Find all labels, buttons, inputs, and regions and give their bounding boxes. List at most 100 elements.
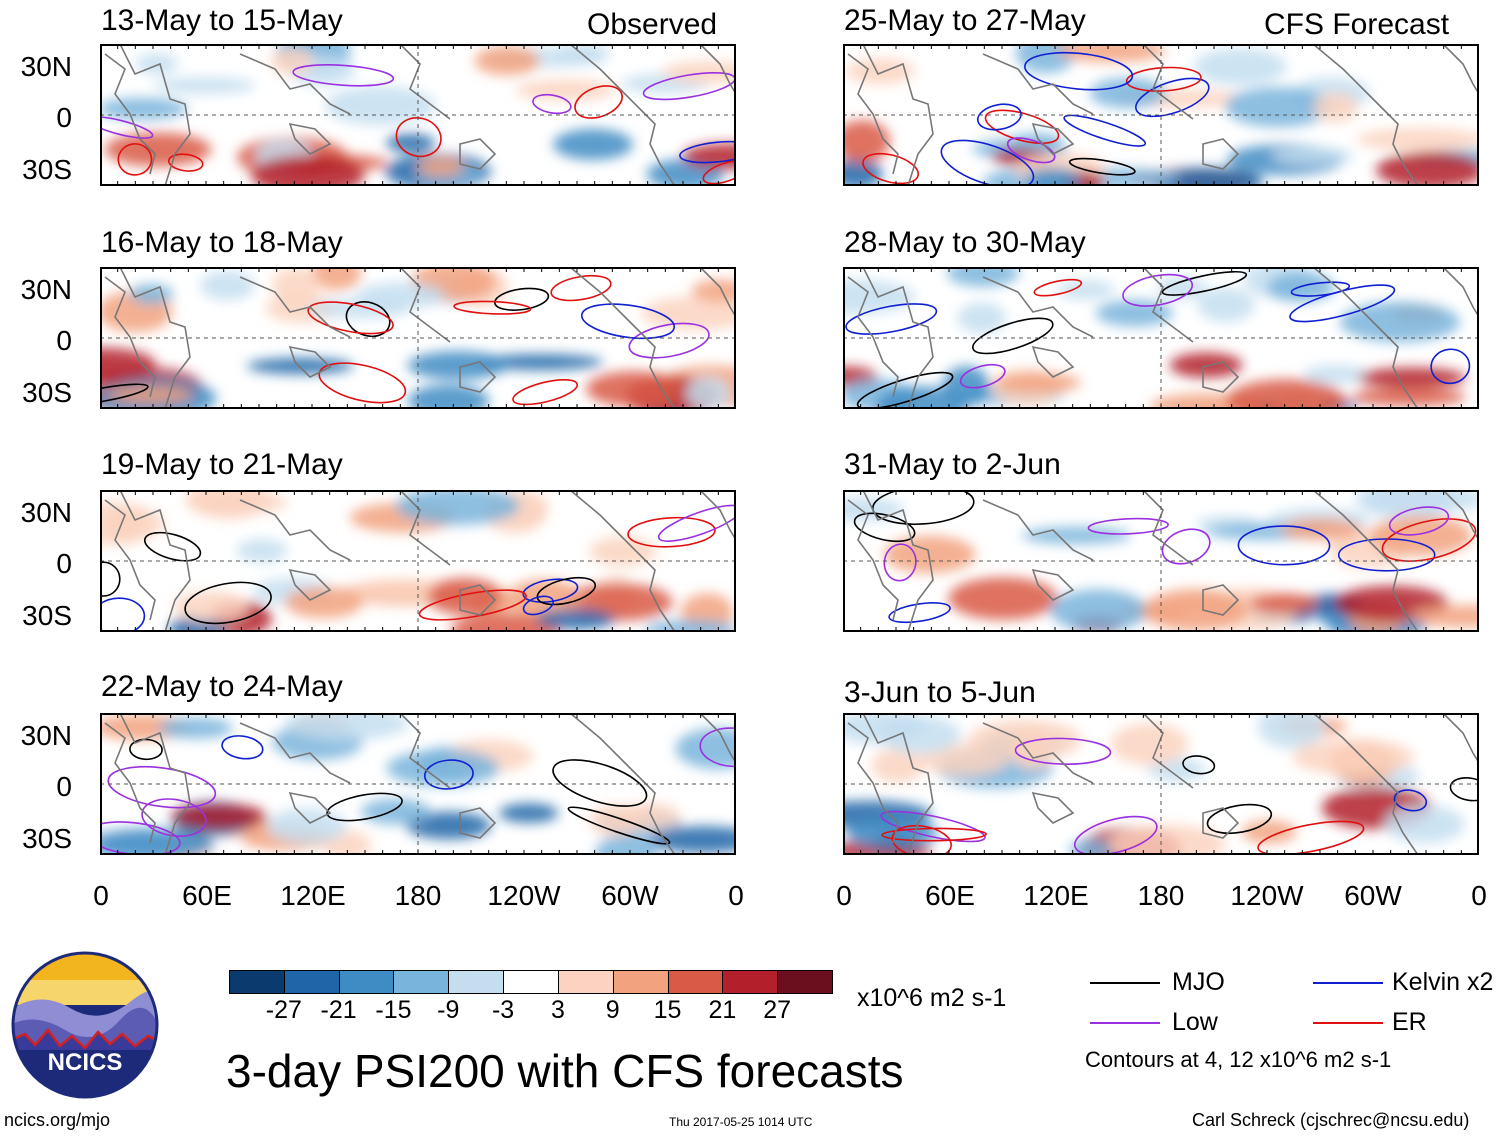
wave-contour	[522, 595, 555, 616]
map-canvas	[843, 490, 1479, 632]
lat-label-30s: 30S	[22, 154, 72, 185]
coastline	[699, 713, 736, 764]
psi-anomaly-blob	[649, 826, 736, 853]
psi-anomaly-blob	[515, 79, 616, 101]
wave-contour	[1381, 518, 1477, 562]
psi-anomaly-blob	[843, 159, 883, 186]
wave-contour	[1430, 348, 1471, 385]
coastline	[288, 791, 332, 824]
colorbar-label: -15	[375, 996, 412, 1024]
coastline	[569, 267, 676, 409]
panel-title-3: 19-May to 21-May	[101, 448, 343, 481]
map-canvas	[843, 713, 1479, 855]
wave-contour	[1135, 77, 1210, 118]
lat-label-30s: 30S	[22, 600, 72, 631]
coastline	[288, 345, 332, 378]
wave-contour	[307, 301, 394, 335]
wave-contour	[184, 581, 272, 625]
psi-anomaly-blob	[100, 501, 165, 545]
colorbar-label: 15	[653, 996, 682, 1024]
wave-contour	[627, 516, 716, 548]
colorbar-label: -27	[265, 996, 302, 1024]
lat-label-eq: 0	[56, 102, 72, 133]
coastline	[1312, 44, 1419, 186]
psi-anomaly-blob	[1226, 379, 1347, 409]
panel-title-1: 13-May to 15-May	[101, 4, 343, 37]
coastline	[699, 44, 736, 95]
psi-anomaly-blob	[200, 270, 255, 301]
wave-contour	[1257, 820, 1365, 855]
coastline	[119, 44, 191, 186]
psi-anomaly-blob	[1385, 805, 1465, 844]
psi-anomaly-blob	[406, 811, 492, 840]
lon-label-120w: 120W	[1230, 880, 1304, 911]
wave-contour	[100, 597, 146, 632]
wave-contour	[657, 504, 736, 542]
wave-contour	[107, 765, 217, 809]
colorbar-label: 21	[708, 996, 737, 1024]
colorbar-swatch	[557, 970, 614, 994]
psi-anomaly-blob	[1241, 820, 1297, 844]
wave-contour	[1289, 284, 1396, 323]
wave-contour	[679, 140, 736, 164]
psi-anomaly-blob	[173, 591, 249, 622]
wave-contour	[976, 103, 1022, 131]
site-link[interactable]: ncics.org/mjo	[4, 1110, 111, 1130]
psi-anomaly-blob	[417, 156, 464, 177]
colorbar-swatch	[722, 970, 779, 994]
psi-anomaly-blob	[1411, 605, 1479, 628]
cfs-forecast-label: CFS Forecast	[1264, 8, 1450, 41]
lon-label-0: 0	[1471, 880, 1487, 911]
wave-contour	[1033, 278, 1083, 297]
psi-anomaly-blob	[236, 538, 288, 563]
wave-contour	[1182, 755, 1216, 775]
psi-anomaly-blob	[675, 728, 736, 770]
psi-anomaly-blob	[1197, 287, 1255, 323]
psi-anomaly-blob	[1025, 167, 1082, 186]
wave-contour	[1087, 517, 1169, 535]
coastline	[862, 44, 934, 186]
lat-label-30n: 30N	[20, 274, 72, 305]
coastline	[399, 267, 451, 343]
lat-label-30n: 30N	[20, 51, 72, 82]
psi-anomaly-blob	[1303, 364, 1369, 384]
wave-contour	[532, 93, 572, 115]
lon-label-0: 0	[728, 880, 744, 911]
lat-label-eq: 0	[56, 771, 72, 802]
psi-anomaly-blob	[641, 296, 736, 331]
psi-anomaly-blob	[284, 713, 409, 741]
psi-anomaly-blob	[1224, 87, 1332, 128]
psi-anomaly-blob	[1057, 44, 1166, 63]
coastline	[1031, 791, 1075, 824]
psi-anomaly-blob	[129, 284, 174, 305]
psi-anomaly-blob	[348, 579, 453, 603]
coastline	[288, 568, 332, 601]
coastline	[847, 499, 899, 621]
colorbar-swatch	[777, 970, 833, 994]
psi-anomaly-blob	[386, 749, 500, 787]
wave-contour	[880, 810, 986, 843]
map-canvas	[100, 267, 736, 409]
psi-anomaly-blob	[1156, 276, 1207, 300]
wave-contour	[1161, 270, 1248, 296]
psi-anomaly-blob	[589, 804, 642, 837]
coastline	[982, 499, 1094, 561]
map-panel	[100, 490, 736, 632]
coastline	[1142, 713, 1194, 789]
psi-anomaly-blob	[1280, 518, 1362, 541]
psi-anomaly-blob	[476, 354, 604, 371]
coastline	[847, 53, 899, 175]
psi-anomaly-blob	[644, 619, 736, 632]
lon-label-0: 0	[93, 880, 109, 911]
coastline	[982, 722, 1094, 784]
coastline	[239, 53, 351, 115]
lon-label-60w: 60W	[601, 880, 659, 911]
psi-anomaly-blob	[247, 357, 354, 375]
wave-contour	[512, 378, 579, 406]
legend-er: ER	[1392, 1008, 1427, 1036]
legend-line-kelvin	[1313, 982, 1383, 984]
coastline	[862, 490, 934, 632]
legend-line-er	[1313, 1022, 1383, 1024]
wave-contour	[1122, 273, 1194, 307]
colorbar-label: -3	[491, 996, 515, 1024]
